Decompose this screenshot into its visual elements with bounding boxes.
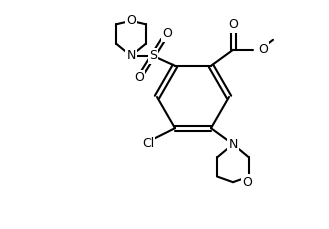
Text: O: O: [134, 71, 144, 84]
Text: O: O: [228, 18, 238, 31]
Text: N: N: [228, 138, 238, 151]
Text: S: S: [149, 49, 157, 62]
Text: O: O: [242, 176, 252, 189]
Text: O: O: [258, 43, 268, 56]
Text: O: O: [162, 27, 172, 40]
Text: Cl: Cl: [142, 137, 154, 150]
Text: O: O: [126, 14, 136, 27]
Text: N: N: [126, 49, 136, 62]
